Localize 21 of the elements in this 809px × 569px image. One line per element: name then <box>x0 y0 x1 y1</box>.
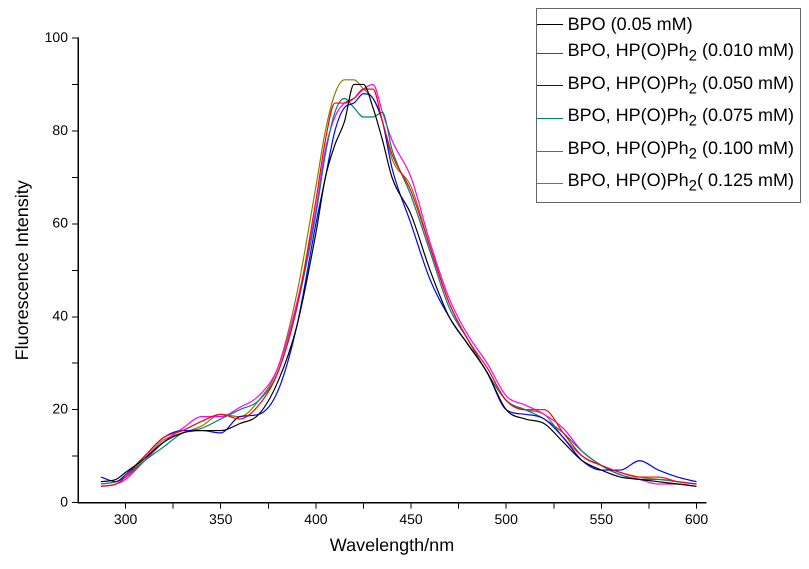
x-tick-label: 350 <box>209 510 233 527</box>
y-tick-label: 60 <box>52 214 68 231</box>
legend-label: BPO, HP(O)Ph$_{2}$( 0.125 mM) <box>568 169 794 197</box>
x-tick-label: 550 <box>590 510 614 527</box>
legend-label: BPO (0.05 mM) <box>568 13 693 36</box>
y-axis-title: Fluorescence Intensity <box>12 180 32 360</box>
y-tick-label: 20 <box>52 400 68 417</box>
x-tick-label: 450 <box>399 510 423 527</box>
x-tick-label: 500 <box>494 510 518 527</box>
x-tick-label: 400 <box>304 510 328 527</box>
y-tick-label: 100 <box>44 28 68 45</box>
x-tick-label: 600 <box>684 510 708 527</box>
x-axis-title: Wavelength/nm <box>330 535 454 556</box>
x-tick-label: 300 <box>114 510 138 527</box>
legend-label: BPO, HP(O)Ph$_{2}$ (0.100 mM) <box>568 136 794 164</box>
legend-label: BPO, HP(O)Ph$_{2}$ (0.075 mM) <box>568 104 794 132</box>
y-tick-label: 80 <box>52 122 68 138</box>
legend-label: BPO, HP(O)Ph$_{2}$ (0.010 mM) <box>568 39 794 67</box>
y-tick-label: 0 <box>60 493 68 510</box>
y-tick-label: 40 <box>52 308 68 324</box>
legend-label: BPO, HP(O)Ph$_{2}$ (0.050 mM) <box>568 72 794 100</box>
